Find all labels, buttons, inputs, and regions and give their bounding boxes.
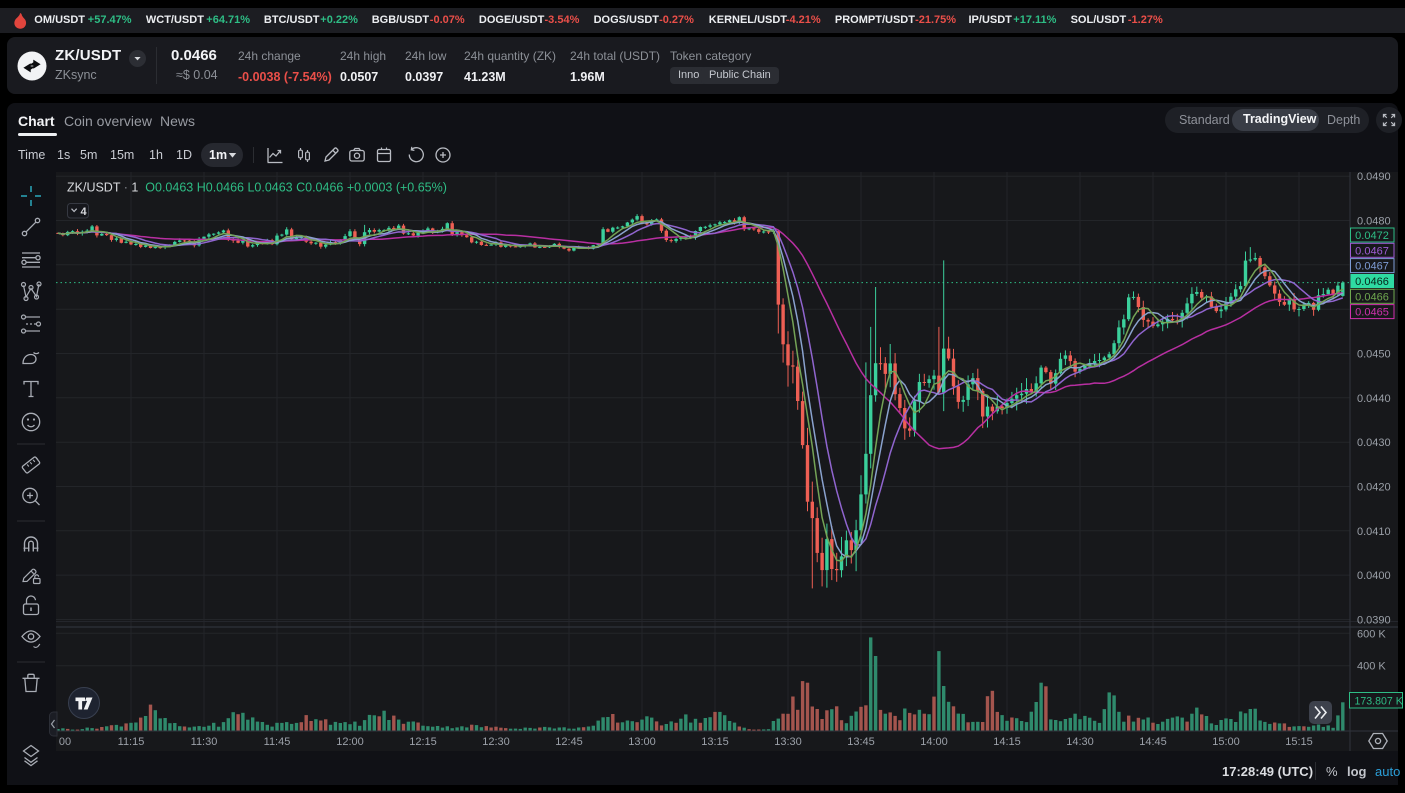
svg-text:0.0466: 0.0466 <box>1355 291 1389 303</box>
svg-text:15:00: 15:00 <box>1212 736 1240 748</box>
svg-text:11:45: 11:45 <box>264 736 291 748</box>
svg-text:13:00: 13:00 <box>628 736 656 748</box>
svg-text:12:45: 12:45 <box>555 736 583 748</box>
svg-text:11:30: 11:30 <box>191 736 218 748</box>
svg-text:15:15: 15:15 <box>1285 736 1313 748</box>
svg-text:400 K: 400 K <box>1357 661 1386 673</box>
svg-text:13:30: 13:30 <box>774 736 802 748</box>
svg-text:173.807 K: 173.807 K <box>1355 696 1403 708</box>
svg-text:4: 4 <box>81 206 88 218</box>
svg-text:14:45: 14:45 <box>1139 736 1167 748</box>
svg-text:12:15: 12:15 <box>409 736 437 748</box>
svg-text:0.0410: 0.0410 <box>1357 526 1391 538</box>
svg-text:0.0490: 0.0490 <box>1357 171 1391 183</box>
svg-text:0.0480: 0.0480 <box>1357 216 1391 228</box>
svg-text:0.0390: 0.0390 <box>1357 615 1391 627</box>
svg-text:0.0450: 0.0450 <box>1357 349 1391 361</box>
svg-text:0.0472: 0.0472 <box>1355 230 1389 242</box>
svg-text:0.0430: 0.0430 <box>1357 437 1391 449</box>
svg-text:0.0467: 0.0467 <box>1355 261 1389 273</box>
svg-text:0.0440: 0.0440 <box>1357 393 1391 405</box>
svg-text:0.0466: 0.0466 <box>1355 276 1389 288</box>
svg-text:14:15: 14:15 <box>993 736 1021 748</box>
svg-text:0.0400: 0.0400 <box>1357 570 1391 582</box>
svg-text:13:15: 13:15 <box>701 736 729 748</box>
svg-text:14:00: 14:00 <box>920 736 948 748</box>
svg-text:0.0465: 0.0465 <box>1355 307 1389 319</box>
svg-text:0.0467: 0.0467 <box>1355 245 1389 257</box>
svg-text:14:30: 14:30 <box>1066 736 1094 748</box>
svg-text:11:15: 11:15 <box>118 736 145 748</box>
svg-text:12:00: 12:00 <box>336 736 364 748</box>
svg-text:ZK/USDT · 1 O0.0463 H0.0466 L: ZK/USDT · 1 O0.0463 H0.0466 L0.0463 C0.0… <box>67 181 447 195</box>
svg-text:13:45: 13:45 <box>847 736 875 748</box>
svg-text:600 K: 600 K <box>1357 628 1386 640</box>
svg-text:12:30: 12:30 <box>482 736 510 748</box>
svg-text:00: 00 <box>59 736 71 748</box>
svg-text:0.0420: 0.0420 <box>1357 482 1391 494</box>
